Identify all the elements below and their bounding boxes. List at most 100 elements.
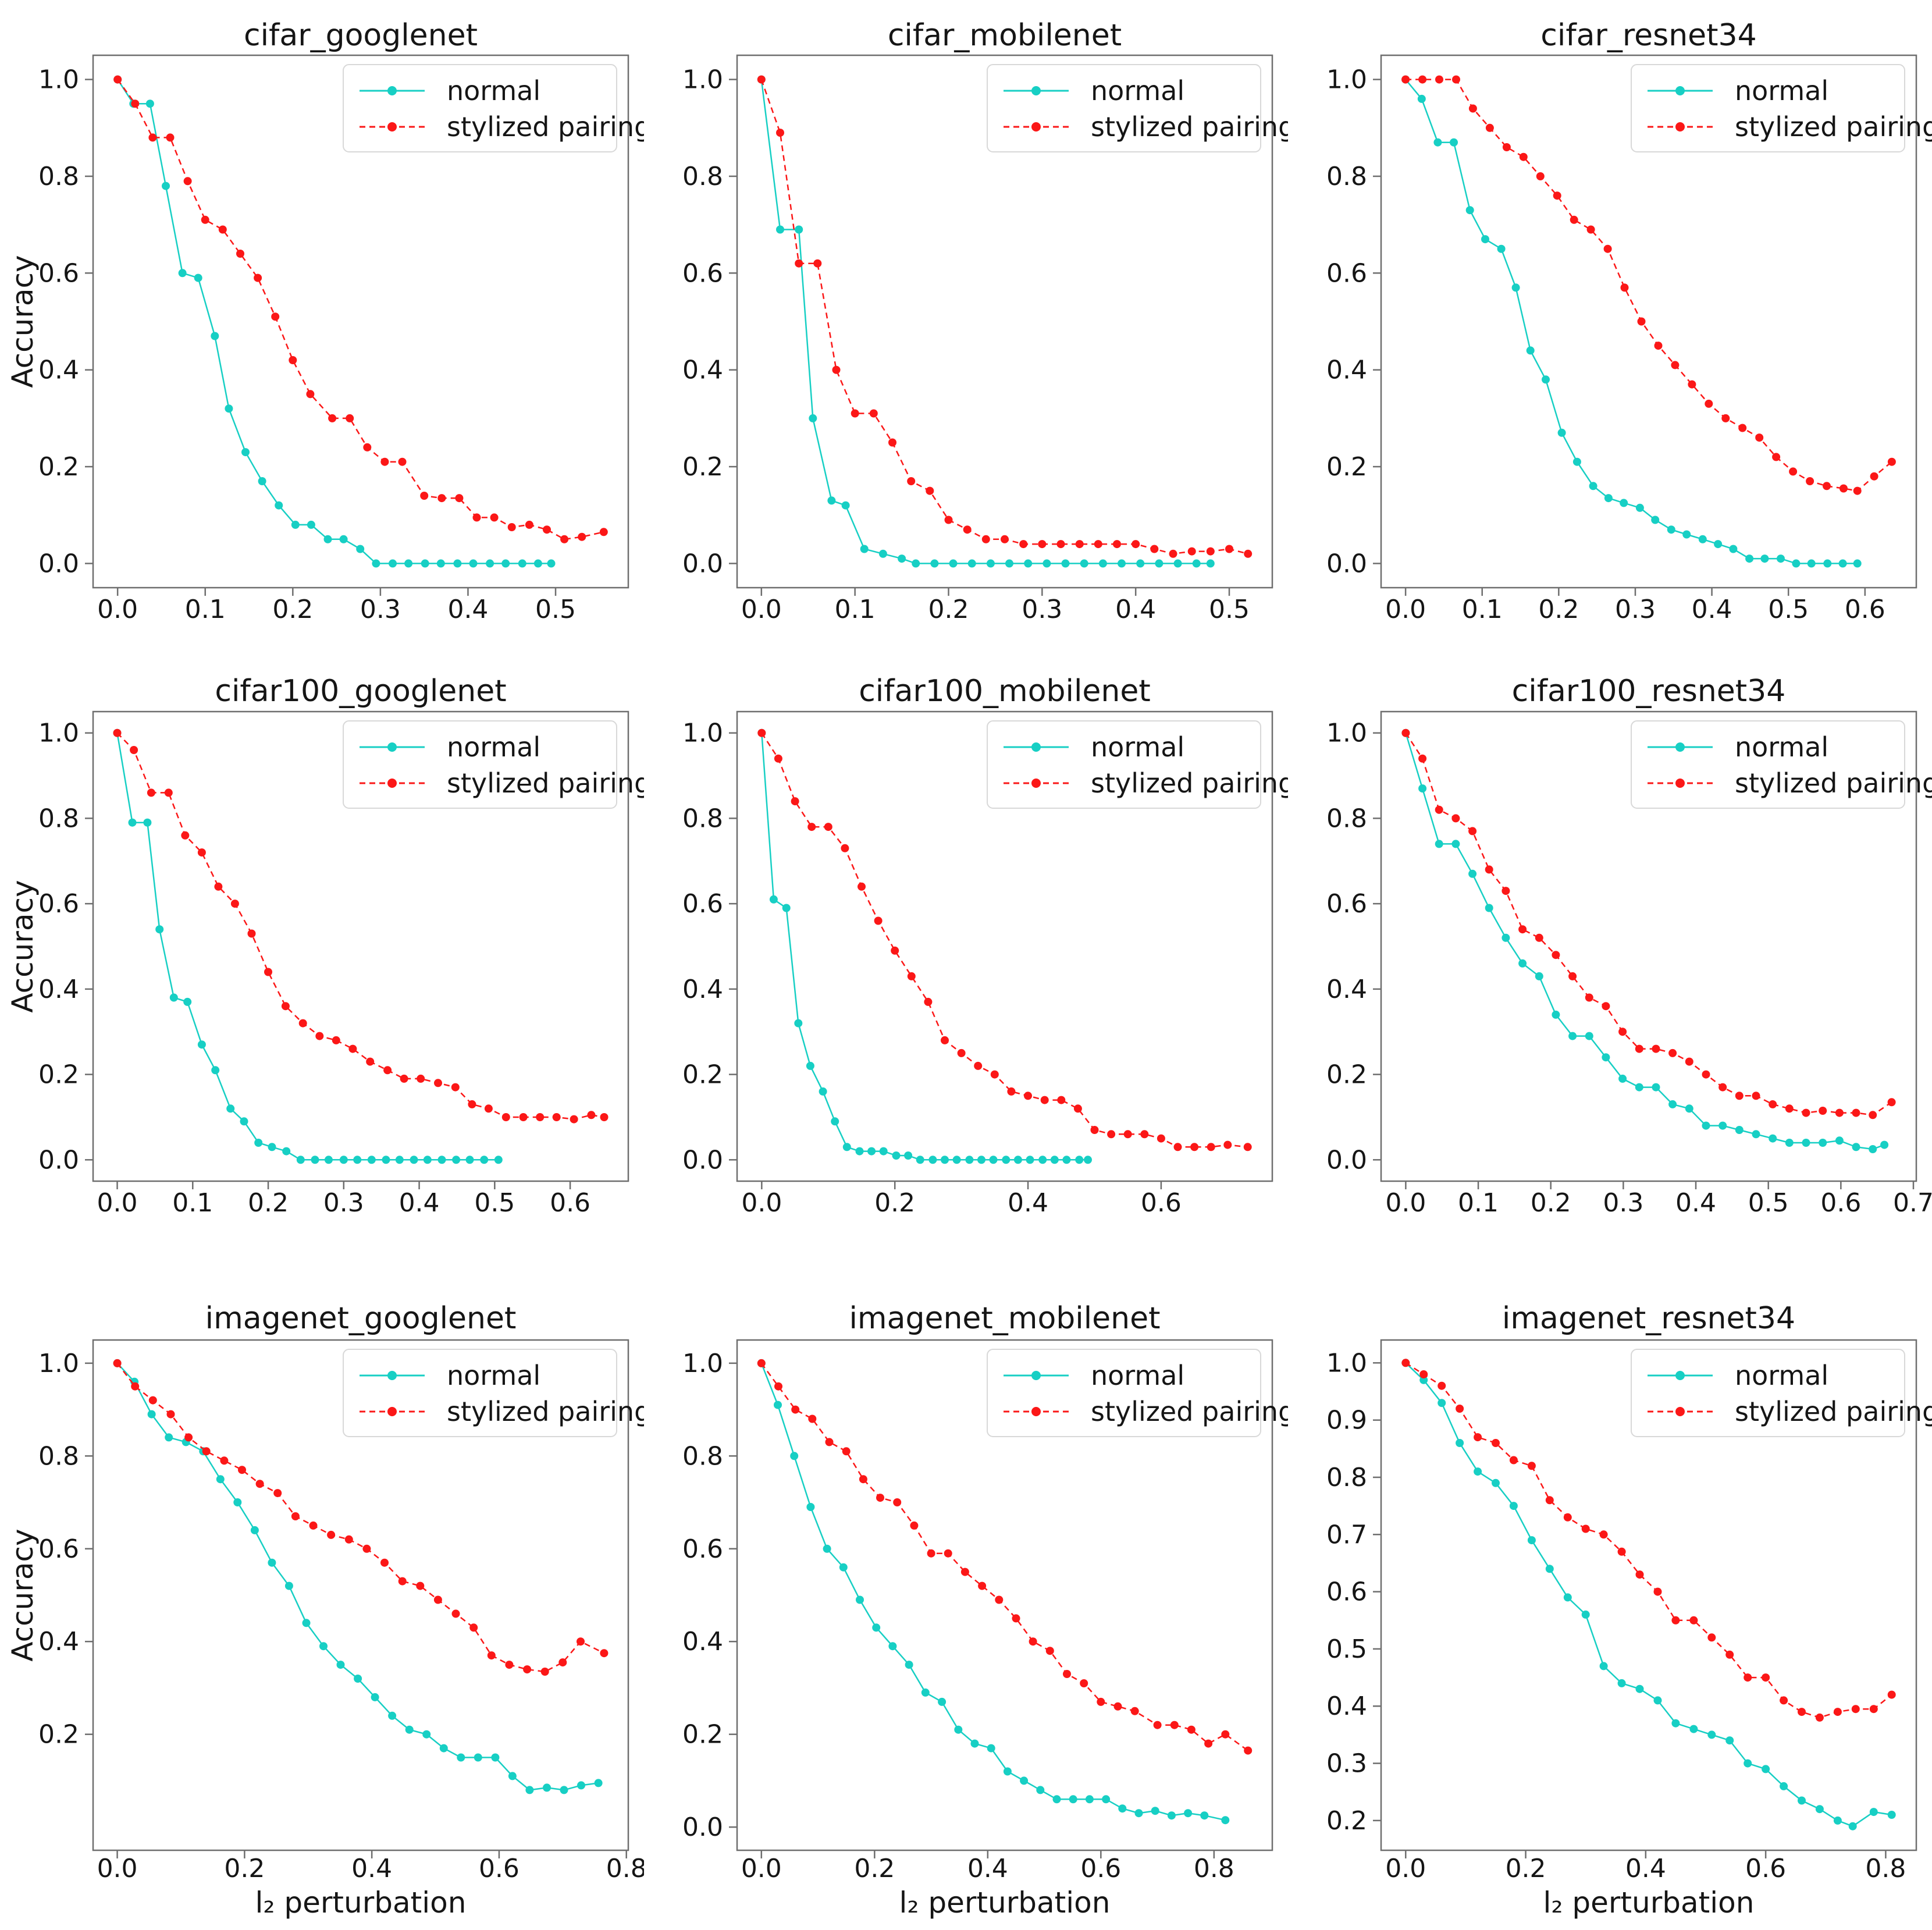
data-point-normal (1685, 1104, 1693, 1113)
legend-box (987, 1349, 1261, 1437)
data-point-stylized-pairing (1001, 535, 1009, 543)
data-point-normal (912, 559, 920, 568)
data-point-normal (1581, 1610, 1590, 1619)
data-point-stylized-pairing (490, 513, 499, 522)
x-tick-label: 0.6 (1845, 595, 1885, 624)
x-tick-label: 0.6 (1080, 1854, 1121, 1883)
series-line-stylized-pairing (1405, 1362, 1892, 1719)
data-point-stylized-pairing (1772, 453, 1781, 461)
data-point-stylized-pairing (1618, 1028, 1627, 1036)
y-tick-label: 0.2 (1326, 1806, 1367, 1836)
data-point-stylized-pairing (907, 972, 916, 980)
legend-sample-marker (387, 1407, 397, 1416)
data-point-normal (1651, 516, 1660, 524)
x-tick-label: 0.1 (835, 595, 876, 624)
data-point-normal (855, 1147, 864, 1156)
data-point-normal (1036, 1786, 1045, 1794)
data-point-stylized-pairing (501, 1113, 510, 1121)
data-point-normal (1024, 559, 1033, 568)
data-point-normal (1848, 1822, 1857, 1831)
y-tick-label: 0.2 (38, 1720, 79, 1750)
chart-title: imagenet_resnet34 (1502, 1301, 1795, 1336)
axes-frame (736, 54, 1273, 589)
data-point-stylized-pairing (348, 1044, 357, 1053)
legend-label: normal (447, 1360, 540, 1391)
data-point-normal (1050, 1156, 1059, 1164)
legend-label: stylized pairing (1735, 111, 1932, 143)
subplot-cifar_googlenet: cifar_googlenet 0.0 0.1 0.2 0.3 0.4 0.5 0.0 0.2 0… (0, 0, 644, 643)
data-point-normal (1823, 559, 1832, 568)
subplot-imagenet_mobilenet: imagenet_mobilenet 0.0 0.2 0.4 0.6 0.8 0.0 0.2 0… (644, 1286, 1288, 1929)
data-point-normal (1653, 1696, 1662, 1705)
data-point-normal (1853, 559, 1862, 568)
data-point-stylized-pairing (1654, 342, 1663, 350)
data-point-stylized-pairing (332, 1036, 340, 1044)
data-point-stylized-pairing (1474, 1433, 1482, 1442)
data-point-normal (1075, 1156, 1084, 1164)
x-axis-label: l₂ perturbation (899, 1886, 1111, 1920)
subplot-cifar_mobilenet: cifar_mobilenet 0.0 0.1 0.2 0.3 0.4 0.5 0.0 0.2 0… (644, 0, 1288, 643)
data-point-normal (1102, 1795, 1111, 1804)
data-point-normal (1062, 1156, 1071, 1164)
data-point-stylized-pairing (1401, 75, 1410, 84)
chart-svg: imagenet_resnet34 0.0 0.2 0.4 0.6 0.8 0.2 0.3 0.… (1326, 1301, 1932, 1920)
data-point-stylized-pairing (774, 754, 782, 763)
data-point-normal (1545, 1565, 1554, 1573)
data-point-stylized-pairing (1752, 1092, 1760, 1100)
data-point-stylized-pairing (230, 900, 239, 908)
data-point-stylized-pairing (1552, 951, 1560, 959)
data-point-normal (423, 1156, 432, 1164)
legend-sample-marker (1031, 1407, 1041, 1416)
data-point-normal (841, 501, 850, 510)
legend-label: stylized pairing (447, 111, 644, 143)
data-point-normal (421, 559, 429, 568)
data-point-stylized-pairing (1243, 1143, 1252, 1151)
chart-title: cifar_mobilenet (888, 18, 1122, 53)
data-point-stylized-pairing (1007, 1087, 1016, 1096)
data-point-normal (258, 477, 266, 485)
data-point-stylized-pairing (1024, 1092, 1032, 1100)
legend-box (1631, 1349, 1905, 1437)
data-point-normal (547, 559, 556, 568)
data-point-normal (1635, 1083, 1643, 1092)
data-point-normal (916, 1156, 924, 1164)
data-point-stylized-pairing (1153, 1721, 1162, 1729)
data-point-normal (1465, 206, 1474, 215)
data-point-stylized-pairing (131, 1382, 140, 1391)
legend-label: stylized pairing (1735, 1396, 1932, 1427)
data-point-normal (250, 1526, 259, 1534)
data-point-stylized-pairing (1725, 1650, 1734, 1659)
data-point-stylized-pairing (1755, 433, 1764, 442)
data-point-stylized-pairing (1545, 1496, 1554, 1505)
data-point-stylized-pairing (366, 1057, 375, 1066)
data-point-stylized-pairing (1502, 887, 1510, 895)
x-tick-label: 0.4 (351, 1854, 392, 1883)
data-point-stylized-pairing (1073, 1104, 1082, 1113)
x-tick-label: 0.4 (1008, 1188, 1048, 1218)
legend-label: normal (447, 731, 540, 763)
data-point-stylized-pairing (1132, 540, 1140, 549)
subplot-imagenet_resnet34: imagenet_resnet34 0.0 0.2 0.4 0.6 0.8 0.2 0.3 0.… (1288, 1286, 1932, 1929)
data-point-stylized-pairing (824, 823, 832, 831)
data-point-normal (1184, 1809, 1193, 1818)
y-tick-label: 0.8 (682, 162, 723, 191)
x-tick-label: 0.2 (224, 1854, 265, 1883)
x-tick-label: 0.4 (447, 595, 488, 624)
data-point-stylized-pairing (346, 414, 354, 422)
data-point-stylized-pairing (1536, 172, 1545, 180)
data-point-stylized-pairing (842, 1447, 851, 1456)
data-point-stylized-pairing (536, 1113, 545, 1121)
data-point-stylized-pairing (362, 1544, 371, 1553)
data-point-stylized-pairing (1870, 472, 1878, 481)
legend-sample-marker (1675, 779, 1685, 788)
data-point-normal (183, 997, 192, 1006)
data-point-stylized-pairing (264, 968, 272, 976)
data-point-normal (1002, 1156, 1011, 1164)
y-tick-label: 0.6 (682, 889, 723, 919)
chart-svg: imagenet_mobilenet 0.0 0.2 0.4 0.6 0.8 0.0 0.2 0… (682, 1301, 1288, 1920)
data-point-stylized-pairing (578, 532, 586, 541)
series-line-normal (116, 733, 499, 1161)
data-point-stylized-pairing (472, 513, 481, 522)
data-point-normal (823, 1544, 831, 1553)
y-tick-label: 0.8 (682, 804, 723, 833)
